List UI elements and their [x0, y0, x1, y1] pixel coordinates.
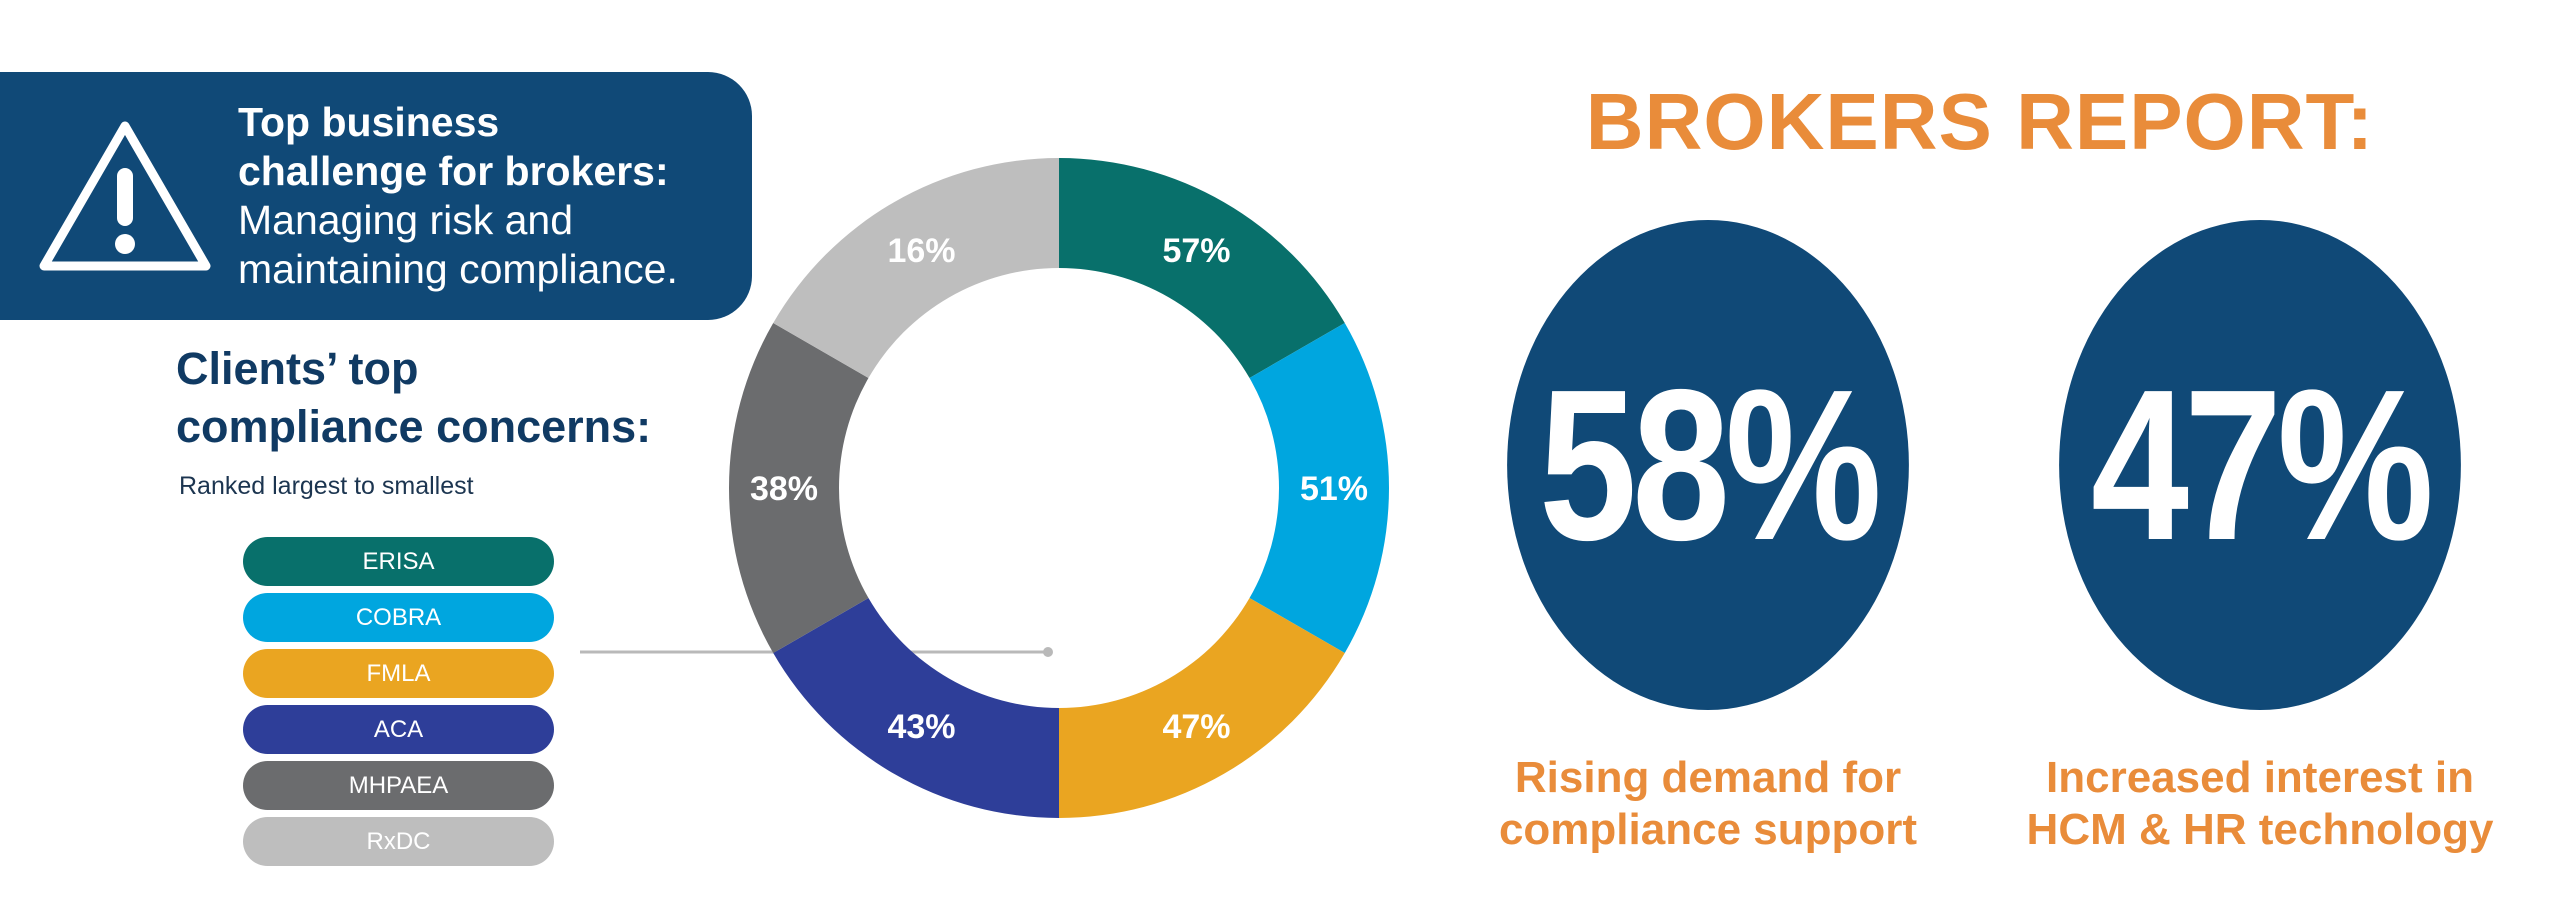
stat-label-1: Rising demand for compliance support: [1428, 752, 1988, 856]
banner-subtitle-line1: Managing risk and: [238, 197, 574, 243]
donut-segment-aca: [773, 598, 1059, 818]
legend-item-aca: ACA: [243, 705, 554, 754]
stat-label-2-line1: Increased interest in: [2046, 753, 2474, 802]
warning-triangle-icon: [39, 121, 211, 271]
stat-label-1-line2: compliance support: [1498, 805, 1918, 854]
donut-chart-svg: 57% 51% 47% 43% 38% 16%: [580, 158, 1389, 818]
stat-label-2: Increased interest in HCM & HR technolog…: [1980, 752, 2540, 856]
donut-segment-fmla: [1059, 598, 1345, 818]
concerns-subtitle: Ranked largest to smallest: [179, 472, 474, 500]
legend-connector-dot: [1043, 647, 1053, 657]
legend-item-mhpaea: MHPAEA: [243, 761, 554, 810]
banner-title-line1: Top business: [238, 99, 500, 145]
banner-text: Top business challenge for brokers: Mana…: [238, 98, 738, 294]
stat-label-2-line2: HCM & HR technology: [2026, 805, 2494, 854]
challenge-banner: Top business challenge for brokers: Mana…: [0, 72, 752, 320]
donut-label-aca: 43%: [887, 708, 955, 746]
donut-label-erisa: 57%: [1162, 232, 1230, 270]
report-title: BROKERS REPORT:: [1585, 77, 2375, 166]
donut-segment-mhpaea: [729, 323, 869, 653]
stat-circle-2: 47%: [2059, 220, 2461, 710]
legend-item-fmla: FMLA: [243, 649, 554, 698]
concerns-title: Clients’ top compliance concerns:: [176, 340, 736, 456]
donut-label-rxdc: 16%: [887, 232, 955, 270]
stat-label-1-line1: Rising demand for: [1514, 753, 1902, 802]
legend-item-erisa: ERISA: [243, 537, 554, 586]
concerns-title-line1: Clients’ top: [176, 343, 419, 394]
donut-segment-rxdc: [773, 158, 1059, 378]
legend-item-cobra: COBRA: [243, 593, 554, 642]
donut-label-fmla: 47%: [1162, 708, 1230, 746]
banner-subtitle-line2: maintaining compliance.: [238, 246, 678, 292]
stat-circle-1: 58%: [1507, 220, 1909, 710]
banner-title-line2: challenge for brokers:: [238, 148, 669, 194]
chart-legend: ERISA COBRA FMLA ACA MHPAEA RxDC: [243, 537, 554, 873]
legend-item-rxdc: RxDC: [243, 817, 554, 866]
concerns-title-line2: compliance concerns:: [176, 401, 652, 452]
donut-segment-cobra: [1249, 323, 1389, 653]
donut-segment-erisa: [1059, 158, 1345, 378]
donut-label-mhpaea: 38%: [750, 470, 818, 508]
donut-label-cobra: 51%: [1300, 470, 1368, 508]
donut-chart: 57% 51% 47% 43% 38% 16%: [570, 140, 1430, 840]
